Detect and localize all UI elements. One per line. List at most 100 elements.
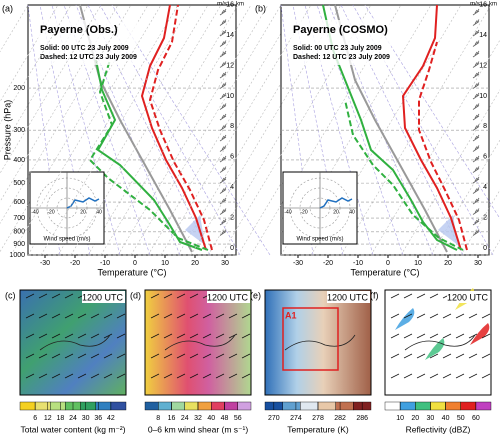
temperature-solid <box>140 4 207 251</box>
colorbar-tick-label: 30 <box>82 415 90 422</box>
wind-vector <box>403 313 413 319</box>
wind-vector <box>455 373 465 379</box>
isotherm <box>130 4 282 256</box>
height-tick-label: 0 <box>483 245 487 252</box>
wind-vector <box>429 373 439 379</box>
wind-barb <box>472 176 480 184</box>
wind-vector <box>241 313 251 319</box>
height-tick-label: 14 <box>479 32 487 39</box>
map-panel: 1200 UTC (d) 8 16 24 32 40 48 56 0–6 km wind shea… <box>130 289 252 434</box>
wind-vector <box>38 333 48 339</box>
temperature-tick-label: 20 <box>191 260 199 267</box>
wind-vector <box>468 313 478 319</box>
wind-vector <box>90 373 100 379</box>
colorbar-segment <box>475 401 492 411</box>
wind-barb <box>219 218 227 226</box>
colorbar-tick-label: 50 <box>457 415 465 422</box>
height-tick-label: 12 <box>226 62 234 69</box>
wind-barb <box>472 145 480 152</box>
wind-vector <box>481 373 491 379</box>
wind-barb <box>472 155 480 163</box>
colorbar-segment <box>384 401 401 411</box>
wind-vector <box>51 353 61 359</box>
height-tick-label: 12 <box>479 62 487 69</box>
wind-vector <box>481 353 491 359</box>
solid-legend: Solid: 00 UTC 23 July 2009 <box>40 45 129 52</box>
wind-vector <box>25 373 35 379</box>
colorbar-tick-label: 278 <box>312 415 324 422</box>
wind-vector <box>468 333 478 339</box>
temperature-solid <box>401 4 462 251</box>
wind-barb <box>219 71 227 79</box>
wind-vector <box>390 313 400 319</box>
isotherm <box>0 4 89 153</box>
dewpoint-solid <box>95 59 203 251</box>
wind-vector <box>429 333 439 339</box>
time-bg <box>447 291 490 303</box>
isotherm <box>177 4 329 256</box>
hodograph-tick-label: -40 <box>284 209 291 215</box>
legend-bg <box>38 20 138 65</box>
pressure-tick-label: 500 <box>13 180 25 187</box>
isotherm <box>460 189 500 256</box>
hodograph-tick-label: 40 <box>349 209 355 215</box>
hodograph-tick-label: -20 <box>47 209 54 215</box>
wind-vector <box>390 293 400 299</box>
wind-barb <box>219 113 227 121</box>
wind-barb <box>472 71 480 79</box>
colorbar-tick-label: 274 <box>290 415 302 422</box>
colorbar-title: Temperature (K) <box>287 424 349 434</box>
hodograph-tick-label: 20 <box>333 209 339 215</box>
colorbar-segment <box>415 401 431 411</box>
border <box>404 334 476 351</box>
colorbar-segment <box>171 401 185 411</box>
dashed-legend: Dashed: 12 UTC 23 July 2009 <box>293 54 390 61</box>
wind-vector <box>228 313 238 319</box>
colorbar-tick-label: 48 <box>221 415 229 422</box>
wind-vector <box>468 373 478 379</box>
wind-barb <box>472 187 480 194</box>
hodograph-tick-label: -40 <box>31 209 38 215</box>
wind-vector <box>390 373 400 379</box>
hodograph-title: Wind speed (m/s) <box>43 237 90 243</box>
echo <box>425 338 445 360</box>
colorbar-title: Reflectivity (dBZ) <box>406 424 471 434</box>
wind-vector <box>77 373 87 379</box>
wind-vector <box>163 293 173 299</box>
wind-barb <box>472 92 480 100</box>
colorbar-segment <box>158 401 172 411</box>
wind-vector <box>163 313 173 319</box>
height-tick-label: 6 <box>230 154 234 161</box>
wind-vector <box>25 353 35 359</box>
domain-box <box>282 307 339 371</box>
wind-vector <box>51 333 61 339</box>
wind-vector <box>64 293 74 299</box>
hodograph-tick-label: -20 <box>300 209 307 215</box>
pressure-tick-label: 1000 <box>9 252 25 259</box>
temperature-axis-title: Temperature (°C) <box>350 267 419 277</box>
map-time: 1200 UTC <box>447 292 489 302</box>
isotherm <box>10 4 162 256</box>
wind-vector <box>90 333 100 339</box>
wind-vector <box>189 333 199 339</box>
wind-barb <box>219 82 227 89</box>
wind-barb <box>219 19 227 26</box>
temperature-tick-label: -20 <box>323 260 333 267</box>
wind-barb <box>219 134 227 142</box>
wind-vector <box>150 293 160 299</box>
maps: 1200 UTC (c) 6 12 18 24 30 36 42 Total water cont… <box>5 288 492 434</box>
height-tick-label: 8 <box>230 123 234 130</box>
hodograph-trace <box>66 197 100 209</box>
wind-vector <box>176 293 186 299</box>
wind-barb <box>219 155 227 163</box>
echo <box>395 308 415 330</box>
height-tick-label: 4 <box>230 184 234 191</box>
colorbar-segment <box>34 401 51 411</box>
wind-vector <box>228 373 238 379</box>
wind-barb <box>472 124 480 131</box>
temperature-dashed <box>418 41 468 251</box>
wind-vector <box>442 333 452 339</box>
wind-vector <box>176 373 186 379</box>
time-bg <box>82 291 125 303</box>
